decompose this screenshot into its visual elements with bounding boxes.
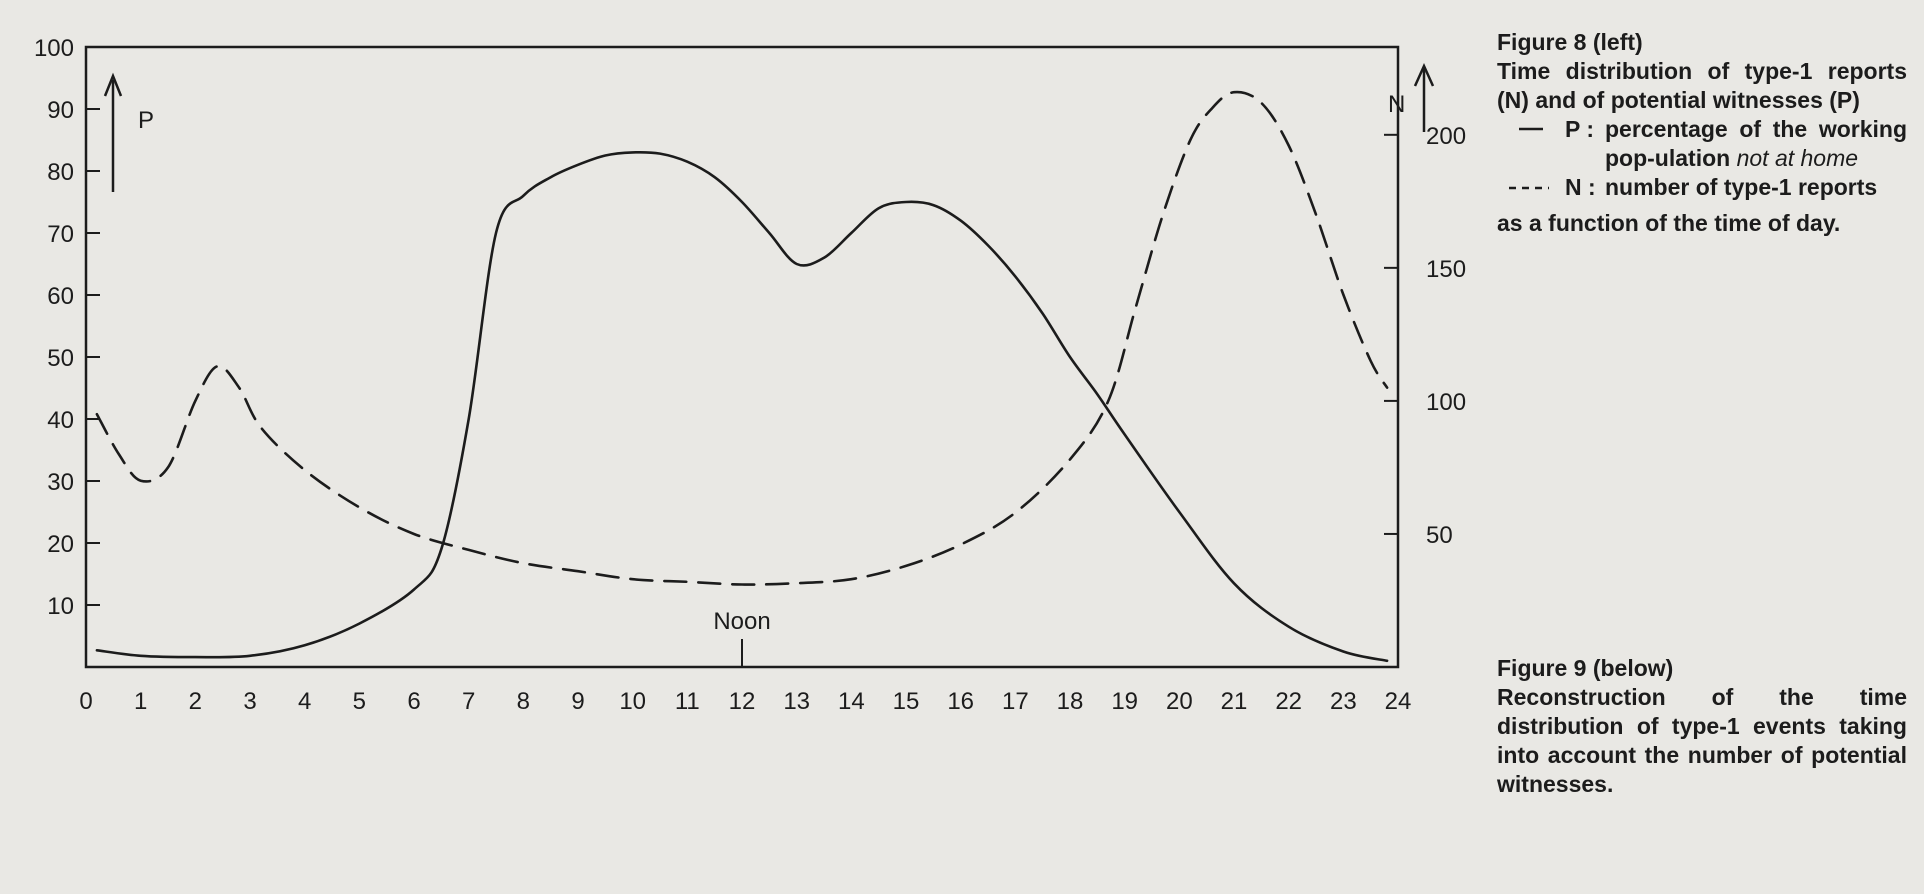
series-lines [95, 90, 1389, 663]
x-axis-tick-label: 5 [353, 688, 366, 715]
right-axis-tick-labels: 50 100 150 200 [1426, 123, 1466, 549]
left-axis-tick-label: 90 [47, 97, 74, 124]
legend-key-n: N : [1565, 174, 1596, 200]
x-axis-tick-label: 18 [1057, 688, 1084, 715]
x-axis-tick-label: 7 [462, 688, 475, 715]
legend-desc-p: percentage of the working pop-ulation no… [1605, 116, 1907, 171]
left-axis-tick-labels: 10 20 30 40 50 60 70 80 90 100 [34, 35, 74, 620]
right-axis-tick-label: 150 [1426, 256, 1466, 283]
x-axis-tick-label: 16 [947, 688, 974, 715]
x-axis-tick-label: 11 [675, 688, 700, 715]
legend-key-p: P : [1565, 116, 1594, 142]
x-axis-tick-label: 9 [571, 688, 584, 715]
x-axis-tick-label: 20 [1166, 688, 1193, 715]
left-axis-tick-label: 10 [47, 593, 74, 620]
plot-frame [84, 45, 1400, 669]
p-axis-label: P [138, 107, 154, 134]
noon-label: Noon [713, 608, 770, 635]
x-axis-tick-label: 4 [298, 688, 311, 715]
x-axis-tick-label: 2 [189, 688, 202, 715]
x-axis-tick-label: 12 [729, 688, 756, 715]
right-axis-tick-label: 100 [1426, 389, 1466, 416]
x-axis-tick-label: 15 [893, 688, 920, 715]
left-axis-tick-label: 20 [47, 531, 74, 558]
x-axis-tick-label: 22 [1275, 688, 1302, 715]
axis-titles: PN [103, 62, 1435, 192]
x-axis-tick-label: 0 [79, 688, 92, 715]
figure-8-footer: as a function of the time of day. [1497, 210, 1841, 236]
figure-9-title: Figure 9 (below) [1497, 655, 1674, 681]
n-axis-label: N [1388, 91, 1405, 118]
x-axis-tick-label: 1 [134, 688, 147, 715]
x-axis-tick-label: 6 [407, 688, 420, 715]
left-axis-tick-label: 100 [34, 35, 74, 62]
legend-dashed-line-icon [1497, 173, 1565, 209]
x-axis-tick-label: 10 [619, 688, 646, 715]
chart: 0 1 2 3 4 5 6 7 8 9 10 11 12 13 14 15 16 17 18 19 20 21 22 23 24… [34, 35, 1466, 715]
figure-9-text: Reconstruction of the time distribution … [1497, 684, 1907, 797]
n-axis-arrow-icon [1413, 62, 1435, 87]
figure-8-title: Figure 8 (left) [1497, 29, 1643, 55]
series-p-line [95, 150, 1389, 663]
series-n-line [95, 90, 1389, 586]
figure-9-caption: Figure 9 (below) Reconstruction of the t… [1497, 654, 1907, 799]
right-axis-tick-label: 50 [1426, 522, 1453, 549]
legend-item-p: P : percentage of the working pop-ulatio… [1497, 115, 1907, 173]
left-axis-tick-label: 40 [47, 407, 74, 434]
x-axis-tick-label: 24 [1385, 688, 1412, 715]
right-axis-tick-label: 200 [1426, 123, 1466, 150]
x-axis-tick-label: 21 [1221, 688, 1248, 715]
left-axis-tick-label: 50 [47, 345, 74, 372]
plot-border [84, 45, 1400, 669]
left-axis-tick-label: 30 [47, 469, 74, 496]
left-axis-tick-label: 70 [47, 221, 74, 248]
axis-ticks [86, 108, 1398, 667]
figure-8-caption: Figure 8 (left) Time distribution of typ… [1497, 28, 1907, 238]
p-axis-arrow-icon [103, 72, 123, 97]
x-axis-tick-label: 23 [1330, 688, 1357, 715]
legend-desc-n: number of type-1 reports [1605, 174, 1878, 200]
figure-8-text: Time distribution of type-1 reports (N) … [1497, 58, 1907, 113]
left-axis-tick-label: 80 [47, 159, 74, 186]
x-axis-tick-label: 19 [1111, 688, 1138, 715]
legend-solid-line-icon [1497, 115, 1565, 151]
x-axis-tick-label: 17 [1002, 688, 1029, 715]
x-axis-tick-label: 8 [517, 688, 530, 715]
x-axis-tick-label: 13 [783, 688, 810, 715]
x-axis-tick-labels: 0 1 2 3 4 5 6 7 8 9 10 11 12 13 14 15 16 17 18 19 20 21 22 23 24… [79, 608, 1411, 715]
x-axis-tick-label: 14 [838, 688, 865, 715]
x-axis-tick-label: 3 [243, 688, 256, 715]
legend-item-n: N : number of type-1 reports [1497, 173, 1907, 209]
left-axis-tick-label: 60 [47, 283, 74, 310]
